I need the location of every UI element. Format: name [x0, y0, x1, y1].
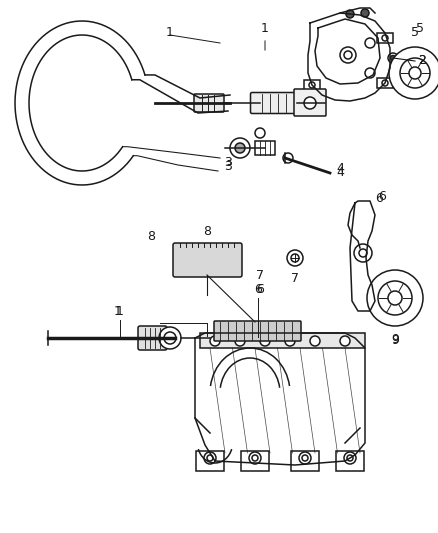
- Circle shape: [207, 455, 213, 461]
- Text: 9: 9: [391, 334, 399, 347]
- Bar: [241, 451, 269, 471]
- Text: 7: 7: [291, 272, 299, 285]
- Circle shape: [302, 455, 308, 461]
- Text: 3: 3: [224, 159, 232, 173]
- Circle shape: [230, 138, 250, 158]
- Text: 5: 5: [411, 26, 419, 39]
- Text: 1: 1: [116, 305, 124, 318]
- Circle shape: [309, 82, 315, 88]
- Text: 1: 1: [261, 22, 269, 35]
- FancyBboxPatch shape: [173, 243, 242, 277]
- Circle shape: [310, 336, 320, 346]
- FancyBboxPatch shape: [138, 326, 167, 350]
- Bar: [377, 78, 393, 88]
- Circle shape: [409, 67, 421, 79]
- Circle shape: [382, 80, 388, 86]
- Text: 1: 1: [114, 305, 122, 318]
- Bar: [336, 451, 364, 471]
- FancyBboxPatch shape: [294, 89, 326, 116]
- Circle shape: [382, 35, 388, 41]
- Circle shape: [235, 143, 245, 153]
- Circle shape: [391, 55, 396, 61]
- Bar: [377, 33, 393, 43]
- Text: 9: 9: [391, 333, 399, 346]
- Bar: [200, 333, 365, 348]
- Circle shape: [354, 244, 372, 262]
- Circle shape: [400, 58, 430, 88]
- Text: 4: 4: [336, 161, 344, 174]
- Circle shape: [359, 249, 367, 257]
- Circle shape: [255, 128, 265, 138]
- Text: 6: 6: [256, 283, 264, 296]
- FancyBboxPatch shape: [251, 93, 299, 114]
- Circle shape: [204, 452, 216, 464]
- Bar: [291, 451, 319, 471]
- Circle shape: [361, 9, 369, 17]
- Text: 6: 6: [375, 191, 383, 205]
- Circle shape: [340, 47, 356, 63]
- Bar: [255, 141, 275, 155]
- Circle shape: [346, 10, 354, 18]
- Text: 5: 5: [416, 22, 424, 35]
- Bar: [304, 80, 320, 90]
- Text: 7: 7: [256, 269, 264, 282]
- Circle shape: [344, 452, 356, 464]
- Circle shape: [365, 38, 375, 48]
- Text: 6: 6: [378, 190, 386, 203]
- Text: 2: 2: [418, 54, 426, 68]
- Text: 1: 1: [166, 27, 174, 39]
- Bar: [196, 451, 224, 471]
- Circle shape: [260, 336, 270, 346]
- Circle shape: [304, 97, 316, 109]
- Text: 3: 3: [224, 157, 232, 169]
- Circle shape: [291, 254, 299, 262]
- Circle shape: [388, 53, 398, 63]
- Text: 4: 4: [336, 166, 344, 180]
- Circle shape: [388, 291, 402, 305]
- Circle shape: [285, 336, 295, 346]
- Circle shape: [365, 68, 375, 78]
- Circle shape: [378, 281, 412, 315]
- Circle shape: [210, 336, 220, 346]
- Circle shape: [252, 455, 258, 461]
- Text: 8: 8: [147, 230, 155, 244]
- Circle shape: [389, 47, 438, 99]
- Circle shape: [347, 455, 353, 461]
- Circle shape: [249, 452, 261, 464]
- Circle shape: [283, 153, 293, 163]
- FancyBboxPatch shape: [194, 94, 224, 112]
- Text: 6: 6: [254, 283, 262, 296]
- Text: 2: 2: [418, 54, 426, 68]
- Circle shape: [367, 270, 423, 326]
- Circle shape: [340, 336, 350, 346]
- Circle shape: [164, 332, 176, 344]
- Circle shape: [287, 250, 303, 266]
- Circle shape: [159, 327, 181, 349]
- Circle shape: [299, 452, 311, 464]
- Text: 8: 8: [203, 225, 211, 238]
- Circle shape: [344, 51, 352, 59]
- FancyBboxPatch shape: [214, 321, 301, 341]
- Circle shape: [235, 336, 245, 346]
